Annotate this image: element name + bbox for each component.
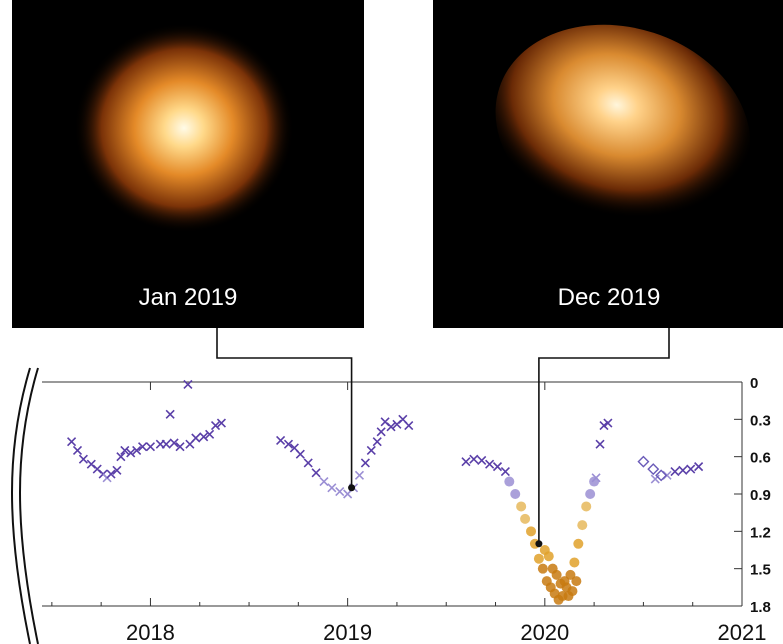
data-point [145,442,156,452]
data-point [589,476,600,487]
data-point [132,445,142,456]
annotation-marker [535,540,543,548]
data-point [67,437,77,447]
data-point [116,452,126,462]
data-point [686,464,696,474]
x-tick-label: 2021 [718,620,767,644]
panel-label: Dec 2019 [557,284,661,311]
data-point [573,538,584,549]
data-point [670,467,680,477]
data-point [571,576,582,587]
data-point [603,418,613,428]
data-point [555,578,566,589]
image-panel-dec-2019: Dec 2019 [433,0,783,328]
y-tick-label: 1.5 [750,562,771,579]
data-point [175,442,185,452]
annotation-marker [348,484,356,492]
data-point [485,459,495,469]
data-point [637,455,650,468]
axis-break-line [19,367,39,644]
data-point [678,465,688,475]
panel-label: Jan 2019 [138,284,238,311]
data-point [205,429,215,439]
data-point [276,435,286,446]
data-point [72,445,83,456]
axis-break-line [11,367,31,644]
data-point [404,420,414,431]
data-point [581,501,592,512]
star-image-dec-2019 [495,24,751,232]
data-point [360,458,370,468]
data-point [461,457,471,467]
data-point [694,462,704,472]
data-point [492,462,503,472]
data-point [647,463,660,476]
data-point [547,563,558,574]
data-point [372,437,382,447]
data-point [120,445,130,456]
data-point [520,513,531,524]
data-point [295,449,305,459]
star-image-jan-2019 [74,23,294,233]
data-point [585,489,596,499]
data-point [191,433,201,443]
data-point [112,465,122,475]
data-point [183,379,193,390]
data-point [354,470,365,480]
data-point [595,439,605,449]
data-point [161,439,171,449]
data-point [210,420,221,431]
data-point [283,439,294,449]
data-point [477,455,487,465]
data-point [516,501,527,512]
data-point [303,458,313,468]
y-tick-label: 0.3 [750,412,771,429]
data-point [469,454,479,464]
data-point [376,427,386,437]
data-point [577,520,588,531]
data-point [533,553,544,564]
data-point [569,557,580,568]
data-point [311,468,321,478]
y-tick-label: 1.2 [750,524,771,541]
data-point [655,469,668,482]
data-point [537,563,548,574]
data-point [500,467,510,477]
data-point [169,438,179,448]
data-point [327,483,337,493]
y-tick-label: 0.9 [750,487,771,504]
annotation-connector [216,328,353,488]
annotation-connector [538,328,670,544]
x-tick-label: 2019 [323,620,372,644]
data-point [216,418,227,428]
data-point [526,526,537,537]
data-point [504,476,515,487]
data-point [106,469,116,479]
y-tick-label: 1.8 [750,599,771,616]
data-point [199,432,209,442]
data-point [78,454,88,464]
light-curve-chart: 2018 2019 2020 2021 0 0.3 0.6 0.9 1.2 1.5 1.8 [11,328,771,644]
y-tick-label: 0 [750,375,758,392]
x-tick-label: 2020 [520,620,569,644]
data-point [335,486,345,497]
data-point [319,476,329,487]
data-point [366,445,376,456]
data-point [386,422,396,432]
data-point [563,591,574,602]
data-point [165,409,175,419]
data-point [137,442,148,452]
x-tick-label: 2018 [126,620,175,644]
data-point [565,569,576,580]
y-tick-label: 0.6 [750,450,771,467]
data-point [539,545,550,555]
data-point [510,489,521,499]
data-point [126,448,136,458]
image-panel-jan-2019: Jan 2019 [12,0,364,328]
